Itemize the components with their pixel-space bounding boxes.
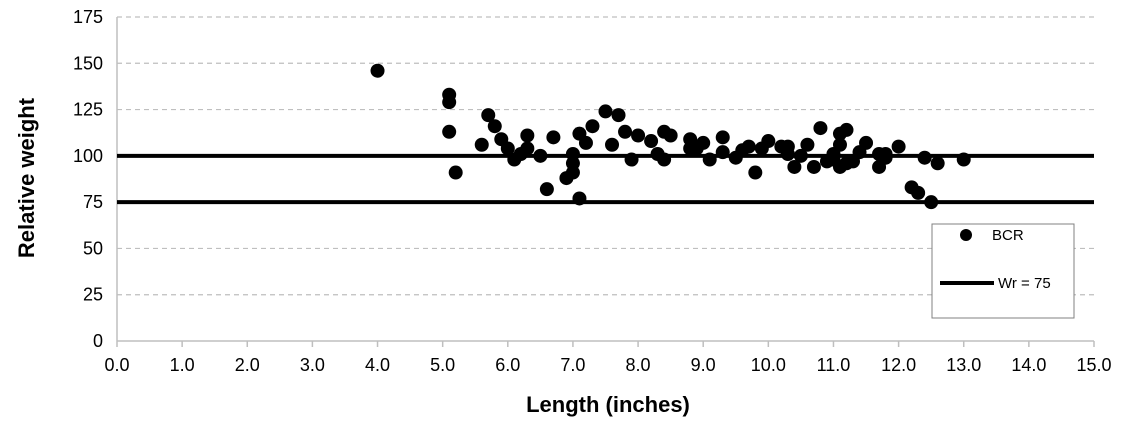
data-point <box>618 124 633 139</box>
data-point <box>715 130 730 145</box>
data-point <box>533 148 548 163</box>
x-axis-title: Length (inches) <box>526 392 690 417</box>
data-point <box>442 124 457 139</box>
data-point <box>859 135 874 150</box>
data-point <box>924 195 939 210</box>
x-tick-label: 0.0 <box>104 355 129 375</box>
data-point <box>748 165 763 180</box>
x-tick-label: 7.0 <box>560 355 585 375</box>
x-tick-label: 6.0 <box>495 355 520 375</box>
data-points <box>370 63 971 210</box>
data-point <box>780 147 795 162</box>
reference-lines <box>117 153 1094 205</box>
y-tick-label: 0 <box>93 331 103 351</box>
data-point <box>663 128 678 143</box>
data-point <box>891 139 906 154</box>
data-point <box>715 145 730 160</box>
data-point <box>565 165 580 180</box>
x-tick-label: 9.0 <box>691 355 716 375</box>
data-point <box>585 119 600 134</box>
y-tick-label: 150 <box>73 53 103 73</box>
data-point <box>500 141 515 156</box>
data-point <box>832 137 847 152</box>
data-point <box>787 159 802 174</box>
x-tick-label: 2.0 <box>235 355 260 375</box>
data-point <box>800 137 815 152</box>
data-point <box>839 122 854 137</box>
data-point <box>448 165 463 180</box>
data-point <box>605 137 620 152</box>
data-point <box>442 95 457 110</box>
y-axis-title: Relative weight <box>14 97 39 258</box>
x-tick-label: 5.0 <box>430 355 455 375</box>
data-point <box>546 130 561 145</box>
data-point <box>631 128 646 143</box>
x-tick-label: 1.0 <box>170 355 195 375</box>
x-tick-label: 14.0 <box>1011 355 1046 375</box>
y-tick-label: 125 <box>73 100 103 120</box>
y-tick-label: 75 <box>83 192 103 212</box>
x-tick-label: 13.0 <box>946 355 981 375</box>
data-point <box>806 159 821 174</box>
y-tick-label: 100 <box>73 146 103 166</box>
data-point <box>930 156 945 171</box>
data-point <box>878 150 893 165</box>
data-point <box>956 152 971 167</box>
x-tick-label: 8.0 <box>626 355 651 375</box>
x-tick-label: 4.0 <box>365 355 390 375</box>
data-point <box>793 148 808 163</box>
data-point <box>578 135 593 150</box>
data-point <box>572 191 587 206</box>
data-point <box>520 128 535 143</box>
data-point <box>644 134 659 149</box>
x-tick-label: 11.0 <box>817 355 851 375</box>
data-point <box>702 152 717 167</box>
data-point <box>741 139 756 154</box>
data-point <box>370 63 385 78</box>
data-point <box>761 134 776 149</box>
data-point <box>624 152 639 167</box>
legend-label-points: BCR <box>992 227 1024 244</box>
data-point <box>696 135 711 150</box>
legend-marker-points <box>960 229 972 241</box>
legend-label-line: Wr = 75 <box>998 275 1051 292</box>
data-point <box>520 141 535 156</box>
data-point <box>474 137 489 152</box>
y-tick-label: 25 <box>83 285 103 305</box>
x-tick-label: 3.0 <box>300 355 325 375</box>
x-tick-label: 15.0 <box>1076 355 1111 375</box>
legend: BCR Wr = 75 <box>931 223 1075 319</box>
data-point <box>813 121 828 136</box>
legend-box <box>931 223 1075 319</box>
data-point <box>598 104 613 119</box>
x-tick-labels: 0.0 1.0 2.0 3.0 4.0 5.0 6.0 7.0 8.0 9.0 10.0 11.0 12… <box>104 355 1111 375</box>
x-tick-label: 10.0 <box>751 355 786 375</box>
data-point <box>481 108 496 123</box>
y-tick-label: 50 <box>83 238 103 258</box>
data-point <box>917 150 932 165</box>
data-point <box>657 152 672 167</box>
y-tick-label: 175 <box>73 7 103 27</box>
data-point <box>539 182 554 197</box>
y-tick-labels: 0 25 50 75 100 125 150 175 <box>73 7 103 351</box>
axes <box>116 17 1095 347</box>
x-tick-label: 12.0 <box>881 355 916 375</box>
data-point <box>611 108 626 123</box>
data-point <box>487 119 502 134</box>
data-point <box>911 185 926 200</box>
